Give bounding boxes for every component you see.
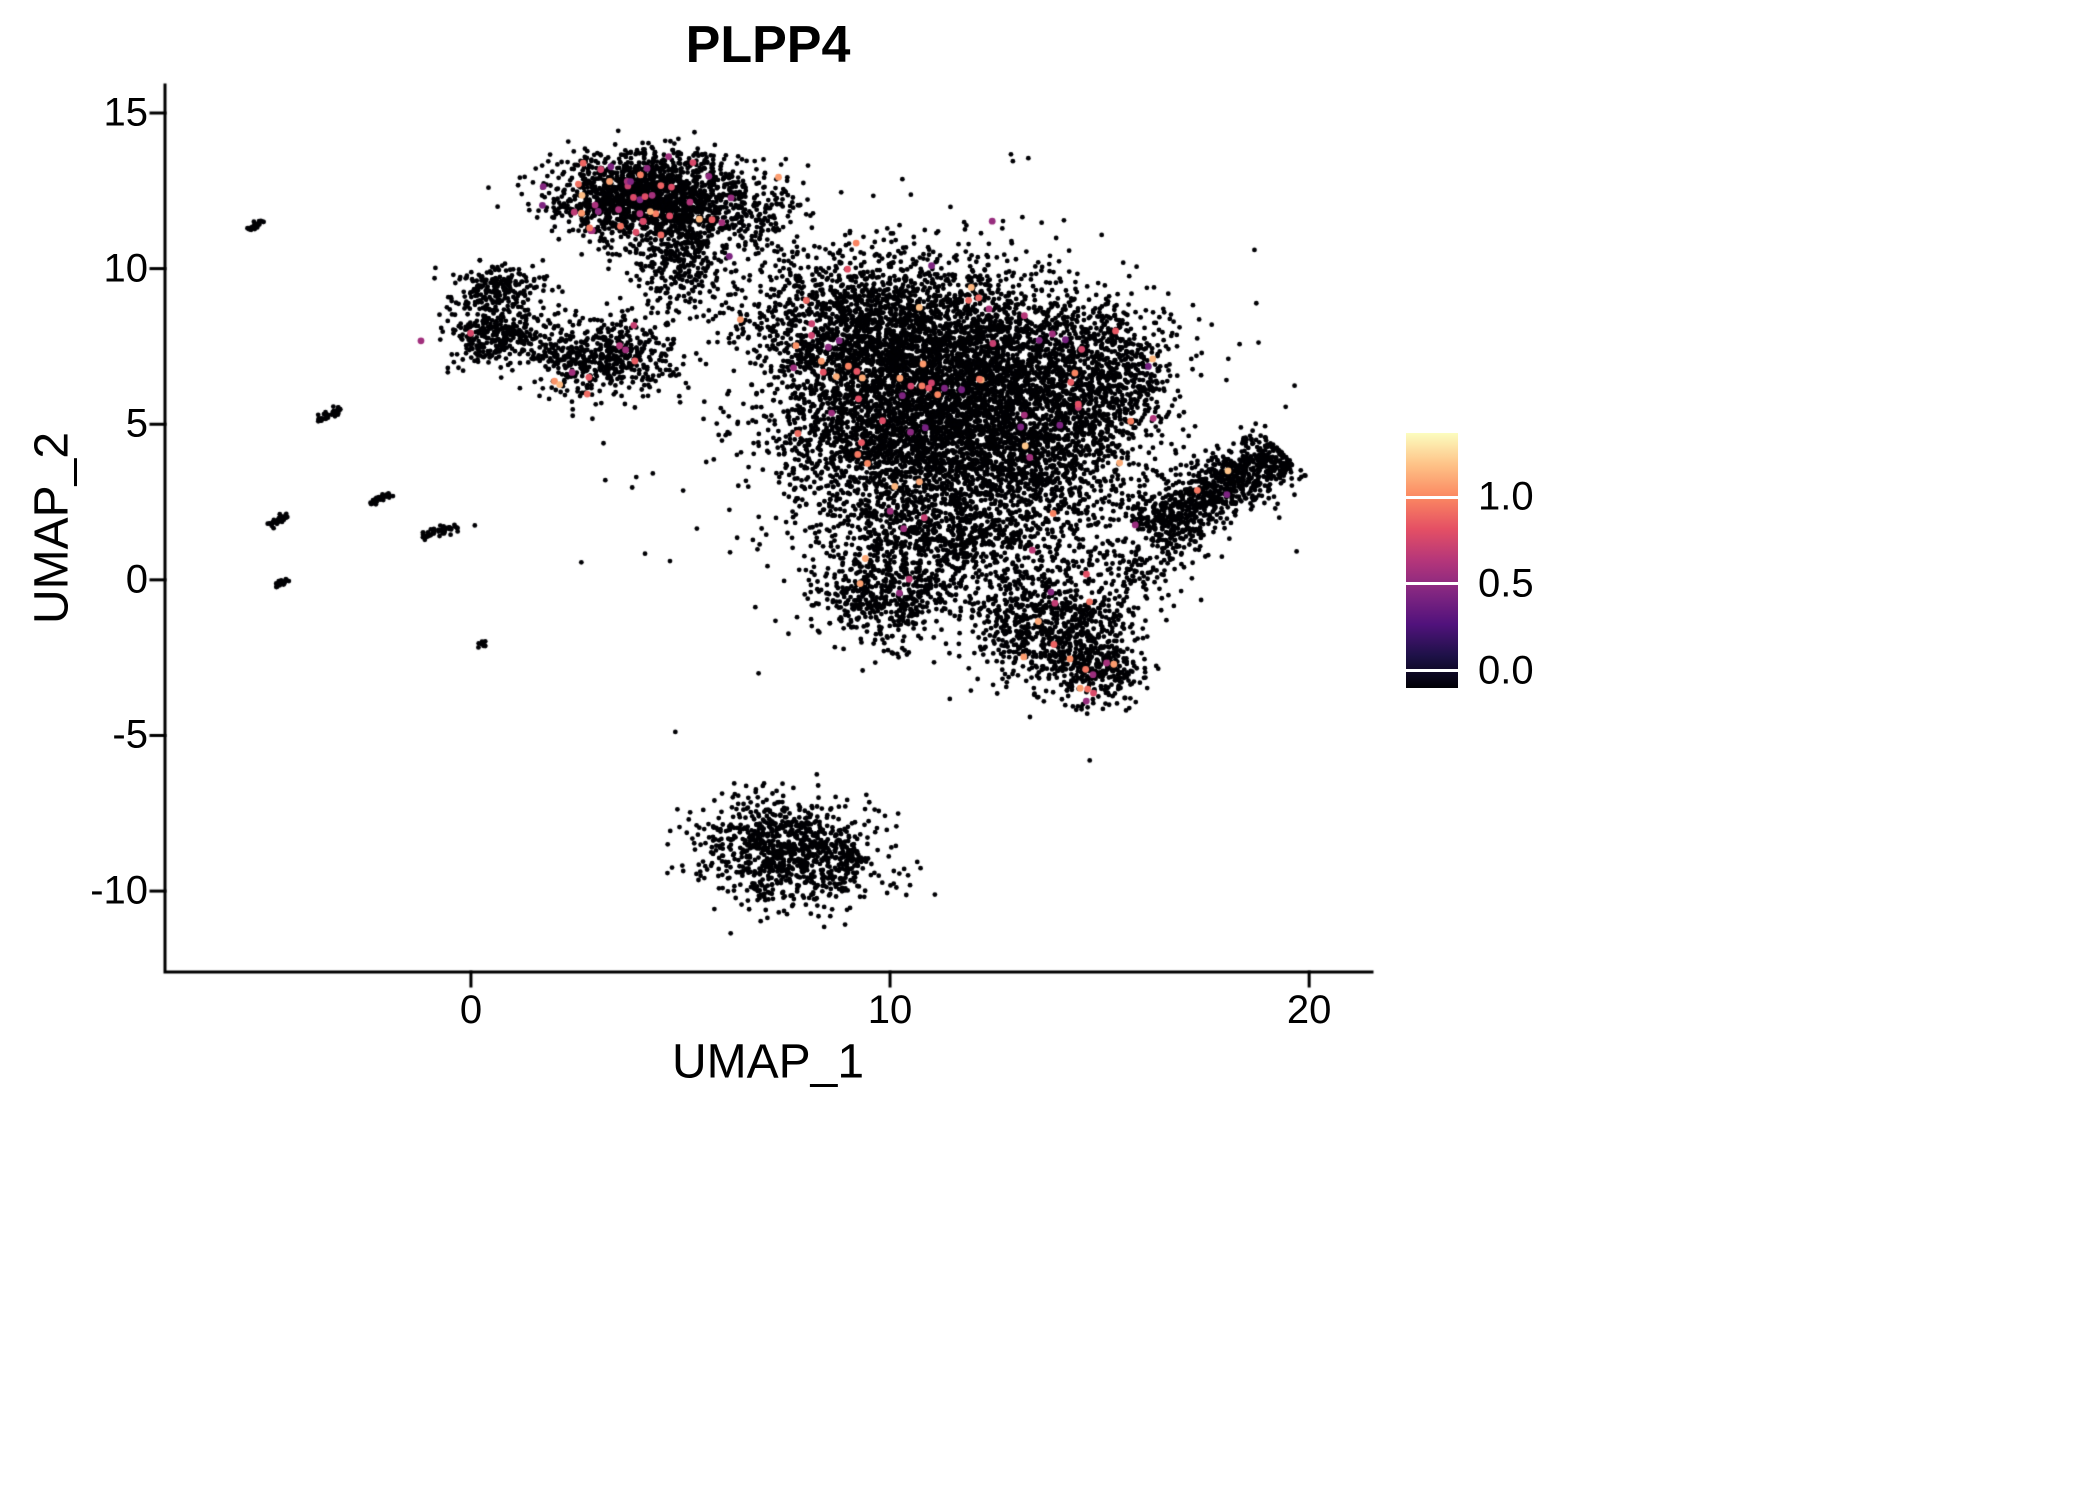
y-tick-label: 10: [103, 246, 149, 291]
colorbar-gradient: [1406, 433, 1458, 688]
x-tick-label: 10: [867, 988, 913, 1032]
colorbar-tickmark: [1406, 495, 1458, 499]
y-tick-label: -5: [112, 712, 148, 757]
y-tick-label: -10: [90, 868, 148, 913]
x-axis-title: UMAP_1: [671, 1035, 865, 1089]
colorbar-tickmark: [1406, 669, 1458, 673]
colorbar-tickmark: [1406, 582, 1458, 586]
x-tick-label: 0: [459, 988, 483, 1032]
colorbar-tick-label: 0.5: [1478, 561, 1534, 606]
x-tick-label: 20: [1286, 988, 1332, 1032]
colorbar-tick-label: 0.0: [1478, 648, 1534, 693]
y-tick-label: 0: [125, 557, 148, 602]
chart-title: PLPP4: [685, 16, 851, 74]
y-tick-label: 5: [125, 401, 148, 446]
colorbar-tick-label: 1.0: [1478, 474, 1534, 519]
colorbar: [1406, 433, 1458, 688]
y-tick-label: 15: [103, 90, 149, 135]
